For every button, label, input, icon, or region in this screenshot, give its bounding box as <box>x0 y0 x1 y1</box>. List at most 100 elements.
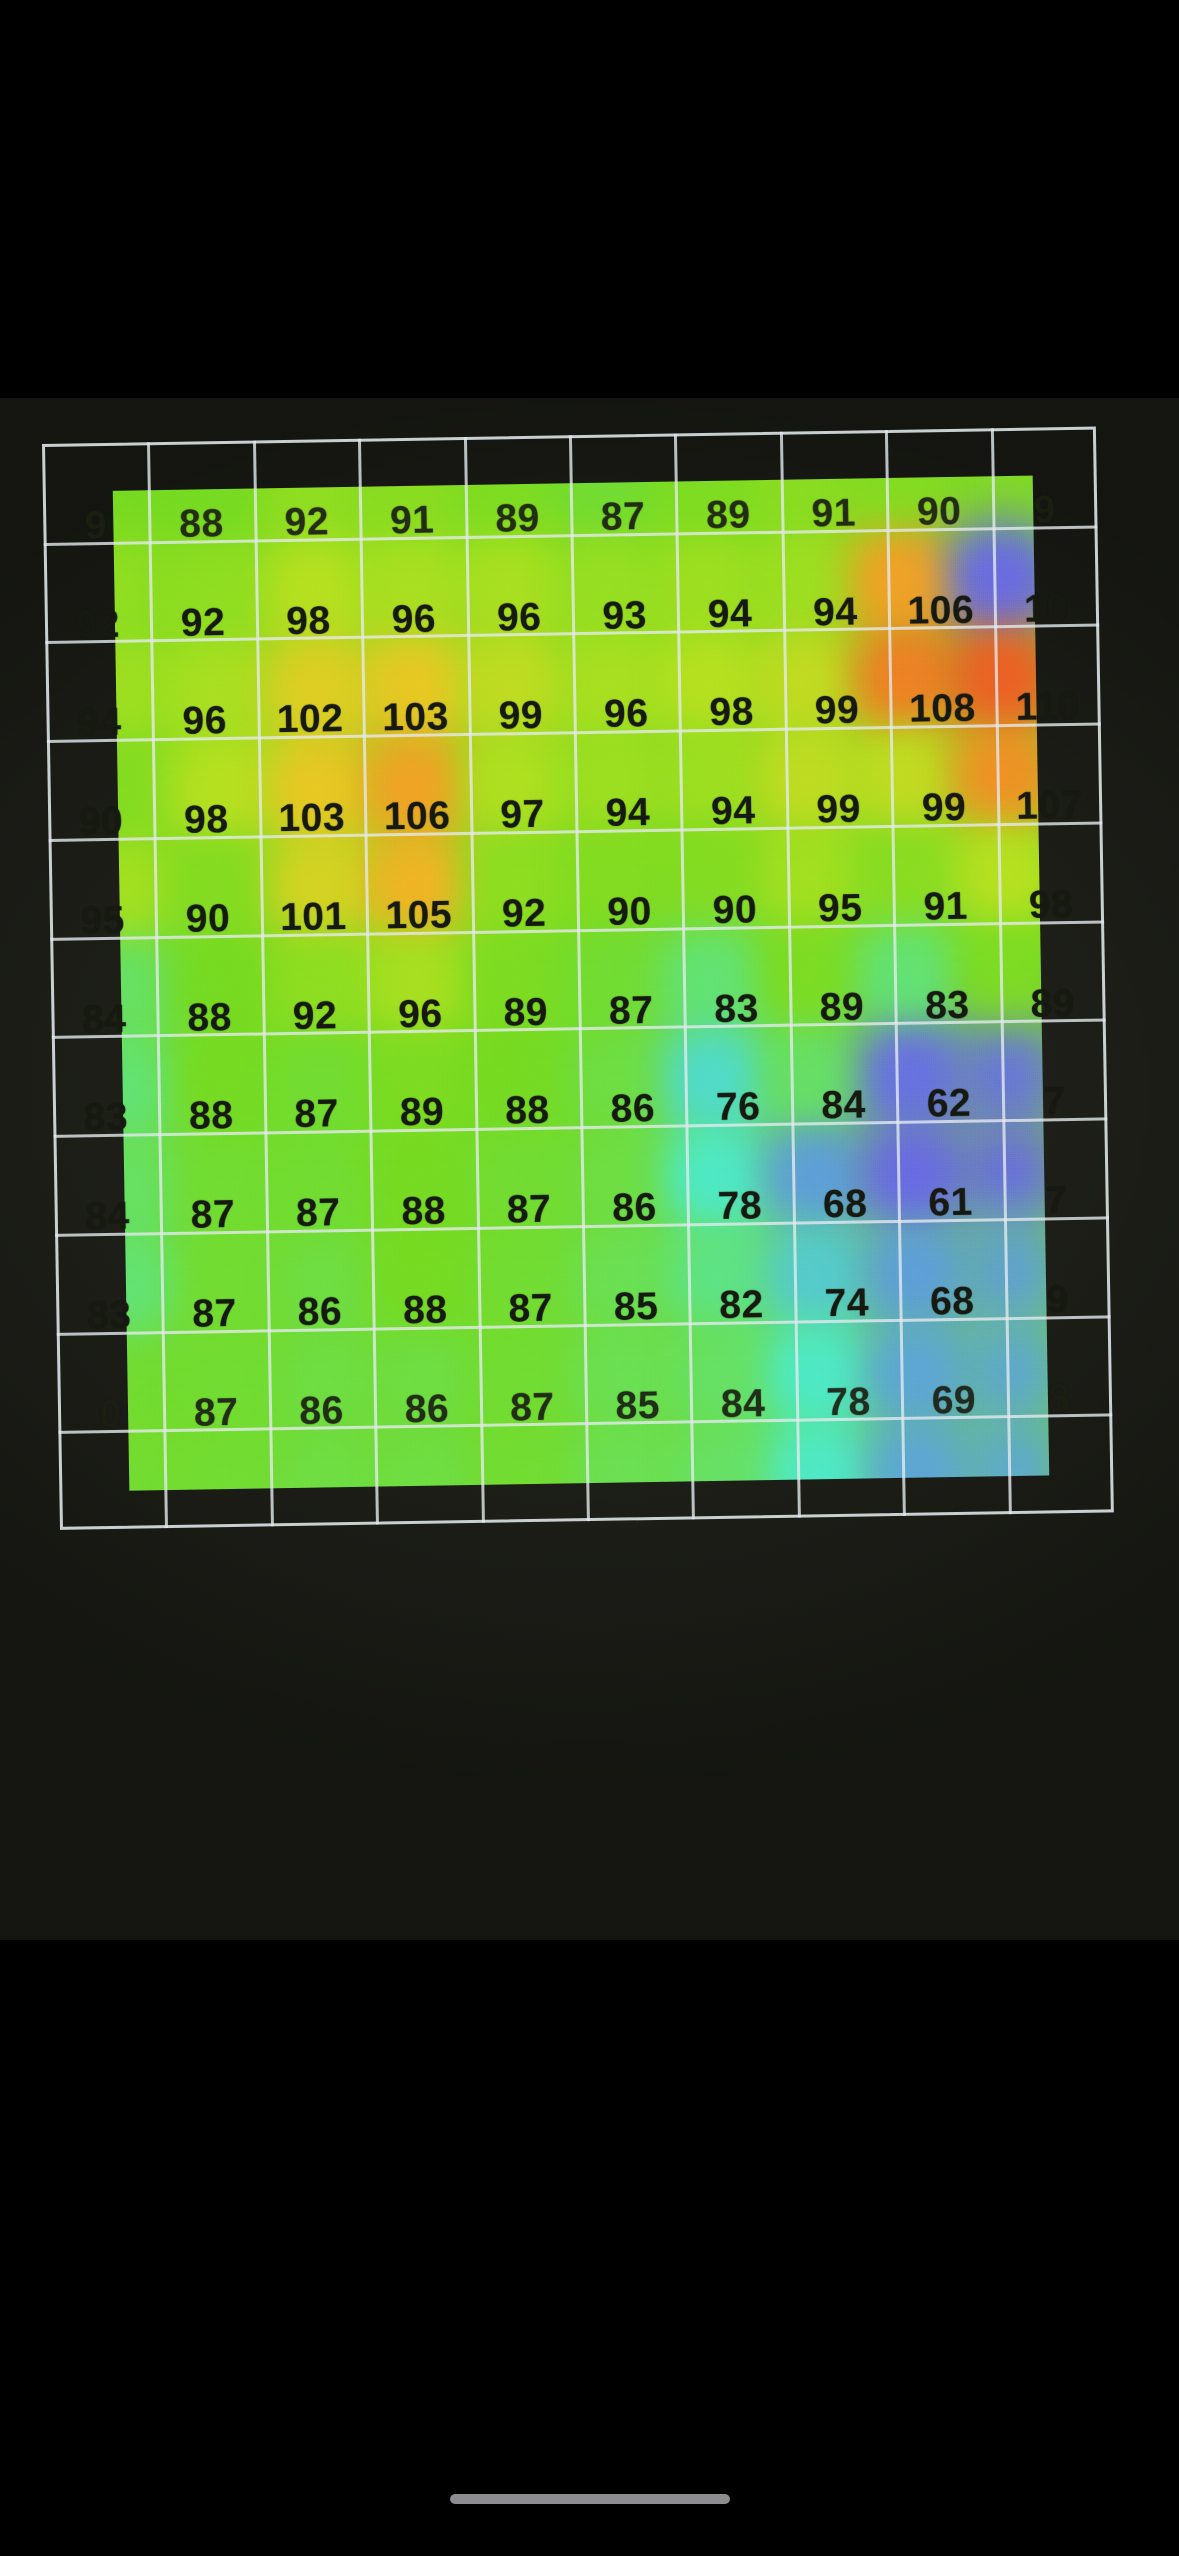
heatmap-cell-value: 89 <box>495 496 541 541</box>
heatmap-cell-value: 94 <box>605 791 651 835</box>
heatmap-cell-value: 85 <box>613 1284 659 1329</box>
heatmap-cell-value: 91 <box>811 491 857 536</box>
heatmap-cell-value: 86 <box>299 1388 345 1433</box>
heatmap-cell-value: 96 <box>182 699 228 744</box>
heatmap-cell-value: 103 <box>381 695 450 740</box>
heatmap-cell-value: 86 <box>610 1087 656 1132</box>
heatmap-cell-value: 87 <box>191 1291 238 1336</box>
heatmap-cell-value: 68 <box>929 1279 975 1324</box>
heatmap-cell-value: 8 <box>1047 1376 1071 1420</box>
letterbox-bottom <box>0 1940 1179 2556</box>
heatmap-cell-value: 7 <box>1042 1080 1066 1124</box>
heatmap-cell-value: 89 <box>1030 981 1076 1026</box>
heatmap-cell-value: 87 <box>294 1092 340 1137</box>
heatmap-cell-value: 106 <box>383 794 451 839</box>
heatmap-cell-value: 99 <box>498 694 544 738</box>
heatmap-cell-value: 102 <box>276 697 344 742</box>
heatmap-cell-value: 91 <box>389 498 435 543</box>
heatmap-cell-value: 87 <box>506 1187 552 1232</box>
heatmap-cell-value: 96 <box>391 597 437 641</box>
heatmap-cell-value: 74 <box>824 1281 870 1325</box>
heatmap-cell-value: 89 <box>705 493 751 537</box>
heatmap-cell-value: 9 <box>1033 488 1056 532</box>
heatmap-cell-value: 62 <box>926 1082 972 1126</box>
heatmap-cell-value: 89 <box>503 990 549 1035</box>
heatmap-cell-value: 94 <box>710 789 756 834</box>
heatmap-cell-value: 87 <box>193 1390 239 1435</box>
heatmap-cell-value: 99 <box>814 688 860 733</box>
home-indicator[interactable] <box>449 2494 730 2504</box>
heatmap-cell-value: 9 <box>84 503 108 548</box>
heatmap-cell-value: 83 <box>83 1096 129 1140</box>
captured-display-panel: 9 88 92 91 89 87 89 91 90 9 92 92 98 96 96 93 94 94 106 10 9… <box>0 398 1179 1940</box>
heatmap-cell-value: 98 <box>183 798 229 842</box>
heatmap-cell-value: 98 <box>709 690 755 735</box>
heatmap-cell-value: 95 <box>817 886 863 931</box>
heatmap-cell-value: 98 <box>285 598 332 643</box>
heatmap-cell-value: 84 <box>81 997 127 1042</box>
heatmap-chart[interactable]: 9 88 92 91 89 87 89 91 90 9 92 92 98 96 96 93 94 94 106 10 9… <box>42 426 1114 1530</box>
heatmap-cell-value: 90 <box>712 888 758 932</box>
heatmap-cell-value: 86 <box>297 1289 343 1334</box>
heatmap-cell-value: 108 <box>908 687 977 732</box>
heatmap-cell-value: 91 <box>923 884 969 929</box>
heatmap-cell-value: 84 <box>821 1083 867 1128</box>
heatmap-cell-value: 83 <box>86 1293 132 1338</box>
heatmap-cell-value: 96 <box>603 692 649 737</box>
heatmap-cell-value: 10 <box>1023 586 1069 631</box>
heatmap-cell-value: 106 <box>907 588 975 633</box>
heatmap-cell-value: 87 <box>600 495 646 539</box>
heatmap-cell-value: 89 <box>399 1090 445 1135</box>
heatmap-cell-value: 95 <box>80 898 126 943</box>
heatmap-cell-value: 98 <box>1028 882 1074 927</box>
heatmap-cell-value: 78 <box>825 1379 872 1424</box>
heatmap-cell-value: 96 <box>397 992 443 1036</box>
heatmap-cell-value: 90 <box>185 896 231 941</box>
heatmap-cell-value: 103 <box>278 796 346 841</box>
heatmap-cell-value: 88 <box>401 1189 447 1234</box>
heatmap-cell-value: 89 <box>819 985 865 1029</box>
heatmap-cell-value: 94 <box>76 701 122 745</box>
heatmap-cell-value: 83 <box>713 986 760 1031</box>
heatmap-cell-value: 61 <box>928 1180 974 1225</box>
heatmap-cell-value: 69 <box>931 1378 977 1422</box>
heatmap-cell-value: 97 <box>499 792 546 837</box>
heatmap-cell-value: 88 <box>187 995 233 1040</box>
heatmap-cell-value: 0 <box>99 1392 123 1436</box>
heatmap-cell-value: 90 <box>78 799 124 844</box>
heatmap-cell-value: 87 <box>509 1385 555 1429</box>
heatmap-cell-value: 92 <box>292 993 338 1038</box>
heatmap-cell-value: 92 <box>501 891 547 936</box>
heatmap-cell-value: 76 <box>715 1085 761 1130</box>
heatmap-cell-value: 82 <box>718 1282 765 1327</box>
heatmap-cell-value: 105 <box>385 893 453 938</box>
heatmap-cell-value: 7 <box>1044 1179 1068 1223</box>
heatmap-cell-value: 87 <box>190 1192 236 1237</box>
heatmap-cell-value: 87 <box>508 1286 554 1331</box>
heatmap-cell-value: 9 <box>1046 1277 1070 1322</box>
heatmap-cell-value: 99 <box>816 787 862 832</box>
heatmap-value-cells: 9 88 92 91 89 87 89 91 90 9 92 92 98 96 96 93 94 94 106 10 9… <box>42 427 1114 1530</box>
heatmap-cell-value: 90 <box>606 889 653 934</box>
heatmap-cell-value: 68 <box>822 1182 868 1227</box>
heatmap-cell-value: 90 <box>916 489 962 534</box>
heatmap-cell-value: 86 <box>611 1185 657 1230</box>
heatmap-cell-value: 83 <box>924 983 970 1028</box>
heatmap-cell-value: 88 <box>188 1094 234 1139</box>
heatmap-cell-value: 110 <box>1015 685 1081 730</box>
heatmap-cell-value: 92 <box>75 602 121 647</box>
heatmap-cell-value: 96 <box>496 595 542 640</box>
heatmap-cell-value: 94 <box>707 591 753 636</box>
heatmap-cell-value: 101 <box>279 894 348 940</box>
heatmap-cell-value: 88 <box>402 1288 448 1332</box>
heatmap-cell-value: 92 <box>284 500 330 544</box>
heatmap-cell-value: 78 <box>717 1184 763 1228</box>
heatmap-cell-value: 92 <box>180 600 226 645</box>
heatmap-cell-value: 84 <box>720 1381 766 1426</box>
heatmap-cell-value: 85 <box>615 1383 661 1428</box>
heatmap-cell-value: 87 <box>295 1191 341 1235</box>
heatmap-cell-value: 94 <box>812 590 858 634</box>
heatmap-cell-value: 86 <box>404 1386 450 1431</box>
heatmap-cell-value: 88 <box>178 502 224 546</box>
